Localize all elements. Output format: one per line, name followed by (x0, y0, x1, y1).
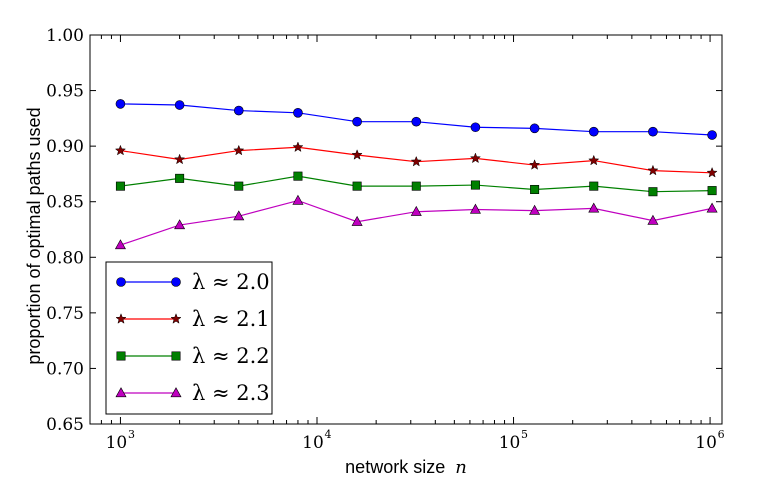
legend-label: λ ≈ 2.2 (192, 344, 270, 368)
data-point (174, 219, 186, 230)
data-point (411, 181, 421, 191)
data-point (588, 154, 600, 166)
data-point (469, 203, 481, 214)
data-point (647, 164, 659, 176)
y-tick-label: 0.85 (46, 193, 84, 213)
series-3 (115, 171, 717, 197)
series-2 (114, 141, 718, 178)
data-point (351, 215, 363, 226)
x-axis-label-variable: n (455, 457, 467, 478)
y-tick-label: 0.70 (46, 359, 84, 379)
x-tick-exponent: 5 (521, 428, 528, 441)
data-point (115, 99, 126, 109)
data-point (351, 149, 363, 160)
x-tick-label: 10 (106, 433, 128, 453)
y-tick-label: 0.75 (46, 304, 84, 324)
y-tick-label: 0.80 (46, 248, 84, 268)
data-point (411, 116, 422, 127)
data-point (175, 173, 185, 183)
data-point (530, 184, 540, 194)
y-tick-label: 0.95 (46, 82, 84, 102)
data-point (529, 204, 541, 215)
data-point (469, 152, 482, 164)
x-tick-label: 10 (695, 433, 717, 453)
data-point (234, 181, 244, 191)
data-point (410, 205, 422, 216)
data-point (588, 202, 600, 213)
legend-marker (115, 313, 127, 324)
series-1 (115, 99, 717, 140)
data-point (706, 166, 718, 178)
data-point (115, 181, 125, 191)
legend-item-4: λ ≈ 2.3 (115, 381, 270, 405)
data-point (647, 214, 659, 225)
legend-label: λ ≈ 2.0 (192, 270, 270, 294)
data-point (292, 141, 304, 153)
data-point (707, 186, 717, 196)
data-point (528, 159, 541, 170)
y-axis-label: proportion of optimal paths used (24, 107, 44, 364)
data-point (470, 122, 481, 133)
legend-label: λ ≈ 2.1 (192, 307, 270, 331)
x-tick-exponent: 6 (718, 428, 725, 441)
y-tick-label: 0.90 (46, 137, 84, 157)
data-point (648, 187, 658, 197)
data-point (292, 194, 304, 205)
data-point (173, 153, 186, 165)
data-point (352, 116, 362, 127)
series-layer (114, 99, 718, 250)
y-tick-label: 0.65 (46, 415, 84, 435)
legend-marker (170, 313, 182, 324)
data-point (114, 144, 127, 156)
data-point (233, 105, 244, 116)
legend-marker (171, 351, 181, 361)
data-point (648, 126, 658, 137)
legend-marker (115, 387, 127, 398)
y-tick-label: 1.00 (46, 26, 84, 46)
x-tick-label: 10 (499, 433, 521, 453)
data-point (588, 126, 599, 137)
data-point (470, 180, 480, 190)
legend-item-3: λ ≈ 2.2 (116, 344, 270, 368)
data-point (174, 100, 185, 110)
data-point (233, 210, 245, 221)
data-point (293, 171, 303, 181)
legend-item-1: λ ≈ 2.0 (116, 270, 270, 294)
legend-marker (116, 351, 126, 361)
data-point (293, 108, 303, 118)
x-axis-label: network size n (345, 457, 467, 478)
legend-marker (171, 277, 181, 287)
legend-item-2: λ ≈ 2.1 (115, 307, 270, 331)
legend-marker (116, 277, 126, 287)
legend-marker (170, 387, 182, 398)
data-point (706, 202, 718, 213)
data-point (410, 155, 422, 167)
legend[interactable]: λ ≈ 2.0 λ ≈ 2.1 λ ≈ 2.2 λ ≈ 2.3 (105, 261, 273, 415)
data-point (589, 181, 599, 191)
x-axis-label-text: network size (345, 457, 445, 477)
legend-box (105, 261, 273, 415)
data-point (352, 181, 362, 191)
data-point (707, 130, 717, 140)
data-point (114, 239, 126, 250)
x-tick-exponent: 4 (324, 428, 331, 441)
x-tick-label: 10 (302, 433, 324, 453)
data-point (233, 144, 245, 156)
series-4 (114, 194, 718, 250)
plot-frame (89, 34, 723, 425)
legend-label: λ ≈ 2.3 (192, 381, 270, 405)
data-point (529, 123, 540, 134)
x-tick-exponent: 3 (128, 428, 135, 441)
